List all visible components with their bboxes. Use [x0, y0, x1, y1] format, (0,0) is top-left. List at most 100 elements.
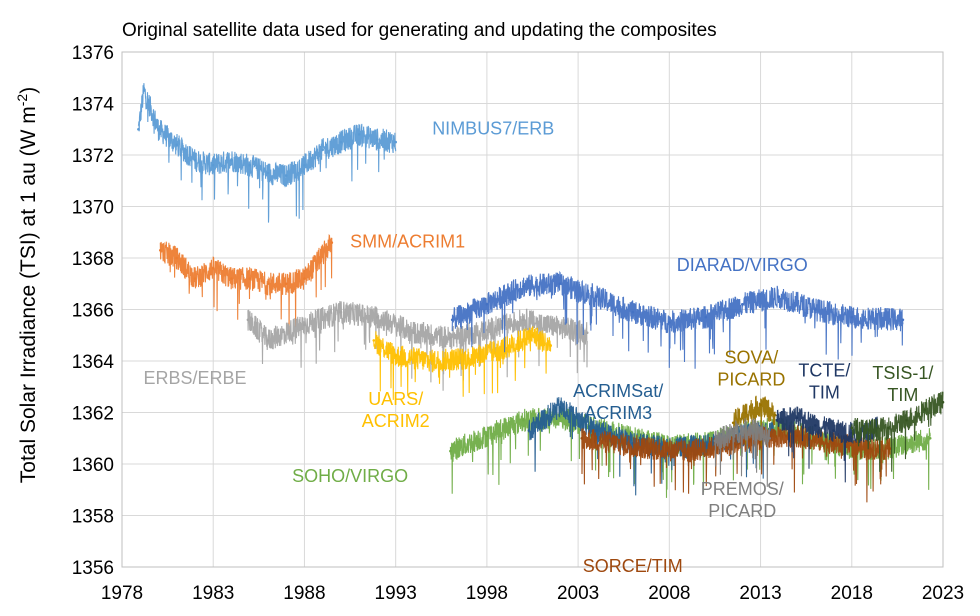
series-tsis-1-tim — [850, 391, 945, 472]
x-tick-label: 2008 — [648, 583, 690, 604]
series-label-nimbus7-erb: NIMBUS7/ERB — [432, 118, 554, 138]
data-point-smm-acrim1 — [248, 277, 251, 280]
x-tick-label: 2013 — [739, 583, 781, 604]
y-tick-label: 1360 — [72, 455, 114, 476]
data-point-uars-acrim2 — [531, 334, 534, 337]
series-trace-smm-acrim1 — [159, 234, 333, 335]
y-axis-title-tail: ) — [17, 87, 40, 94]
data-point-tcte-tim — [775, 418, 779, 422]
series-label-line: DIARAD/VIRGO — [677, 255, 808, 275]
series-label-line: TIM — [887, 385, 918, 405]
data-point-soho-virgo — [522, 418, 525, 422]
data-point-tsis-1-tim — [905, 418, 908, 422]
data-point-diarad-virgo — [777, 295, 781, 298]
data-point-erbs-erbe — [412, 331, 416, 335]
data-point-diarad-virgo — [522, 285, 525, 288]
data-point-erbs-erbe — [246, 318, 250, 322]
data-point-tsis-1-tim — [868, 429, 872, 432]
data-point-smm-acrim1 — [266, 282, 270, 286]
series-label-line: NIMBUS7/ERB — [432, 118, 554, 138]
series-label-line: ACRIM3 — [584, 403, 652, 423]
series-label-tsis-1-tim: TSIS-1/TIM — [872, 363, 933, 405]
data-point-soho-virgo — [449, 449, 452, 453]
plot-border — [121, 51, 944, 568]
series-smm-acrim1 — [159, 234, 334, 335]
series-trace-uars-acrim2 — [373, 326, 552, 400]
y-tick-label: 1376 — [72, 43, 114, 64]
y-axis-ticks: 1356 1358 1360 1362 1364 1366 1368 1370 1372 1374… — [72, 43, 115, 579]
series-label-line: SMM/ACRIM1 — [350, 232, 465, 252]
data-point-premos-picard — [731, 431, 735, 435]
y-axis-title: Total Solar Irradiance (TSI) at 1 au (W … — [14, 87, 40, 483]
data-point-tsis-1-tim — [887, 426, 890, 430]
series-trace-tsis-1-tim — [851, 391, 944, 472]
data-point-nimbus7-erb — [303, 164, 306, 167]
data-point-acrimsat-acrim3 — [595, 429, 598, 432]
series-label-uars-acrim2: UARS/ACRIM2 — [362, 389, 430, 431]
data-point-nimbus7-erb — [193, 158, 197, 162]
y-tick-label: 1362 — [72, 404, 114, 425]
series-label-sova-picard: SOVA/PICARD — [717, 348, 785, 390]
series-trace-nimbus7-erb — [137, 83, 397, 223]
data-point-erbs-erbe — [558, 326, 562, 329]
series-premos-picard — [713, 417, 771, 487]
x-tick-label: 2018 — [831, 583, 873, 604]
data-point-sorce-tim — [613, 442, 616, 445]
series-layer — [137, 83, 945, 503]
data-point-nimbus7-erb — [142, 89, 146, 92]
x-tick-label: 2023 — [922, 583, 964, 604]
x-axis-ticks: 1978 1983 1988 1993 1998 2003 2008 2013 2018 2023 — [101, 583, 964, 604]
y-tick-label: 1356 — [72, 558, 114, 579]
series-label-line: TSIS-1/ — [872, 363, 933, 383]
data-point-tsis-1-tim — [941, 400, 945, 404]
y-tick-label: 1370 — [72, 198, 114, 219]
series-trace-sorce-tim — [581, 423, 891, 503]
data-point-sorce-tim — [686, 449, 689, 453]
series-trace-tcte-tim — [776, 406, 878, 483]
y-tick-label: 1374 — [72, 95, 115, 116]
y-tick-label: 1358 — [72, 507, 114, 528]
data-point-erbs-erbe — [303, 323, 306, 327]
data-point-nimbus7-erb — [211, 164, 215, 167]
data-point-erbs-erbe — [339, 310, 343, 314]
data-point-sorce-tim — [795, 434, 799, 438]
data-point-diarad-virgo — [901, 318, 905, 322]
data-point-nimbus7-erb — [339, 140, 343, 144]
data-point-diarad-virgo — [485, 303, 489, 306]
data-point-nimbus7-erb — [137, 128, 140, 131]
data-point-sorce-tim — [580, 437, 584, 440]
series-uars-acrim2 — [372, 326, 552, 400]
series-label-line: ACRIM2 — [362, 411, 430, 431]
series-label-erbs-erbe: ERBS/ERBE — [143, 368, 246, 388]
data-point-nimbus7-erb — [321, 148, 325, 152]
y-tick-label: 1366 — [72, 301, 114, 322]
data-point-nimbus7-erb — [157, 128, 160, 131]
series-label-smm-acrim1: SMM/ACRIM1 — [350, 232, 465, 252]
data-point-uars-acrim2 — [372, 339, 376, 342]
data-point-smm-acrim1 — [175, 256, 178, 260]
data-point-nimbus7-erb — [266, 171, 270, 175]
data-point-erbs-erbe — [485, 328, 489, 332]
data-point-tsis-1-tim — [923, 408, 927, 412]
data-point-nimbus7-erb — [394, 140, 398, 144]
series-trace-acrimsat-acrim3 — [528, 397, 774, 496]
series-label-diarad-virgo: DIARAD/VIRGO — [677, 255, 808, 275]
y-axis-title-exponent: -2 — [14, 94, 30, 107]
data-point-diarad-virgo — [450, 318, 454, 322]
series-sova-picard — [731, 395, 777, 447]
data-point-diarad-virgo — [668, 321, 671, 324]
data-point-diarad-virgo — [558, 282, 562, 286]
series-label-line: UARS/ — [368, 389, 423, 409]
y-tick-label: 1372 — [72, 146, 114, 167]
series-labels: NIMBUS7/ERB SMM/ACRIM1 ERBS/ERBE UARS/ACRIM… — [143, 118, 933, 576]
data-point-nimbus7-erb — [248, 164, 251, 167]
series-label-soho-virgo: SOHO/VIRGO — [292, 466, 408, 486]
data-point-nimbus7-erb — [284, 174, 288, 177]
data-point-smm-acrim1 — [159, 249, 162, 252]
data-point-soho-virgo — [485, 434, 489, 438]
data-point-acrimsat-acrim3 — [558, 406, 562, 409]
data-point-smm-acrim1 — [303, 277, 306, 280]
data-point-uars-acrim2 — [467, 357, 470, 360]
x-tick-label: 1978 — [101, 583, 143, 604]
data-point-smm-acrim1 — [330, 241, 334, 244]
